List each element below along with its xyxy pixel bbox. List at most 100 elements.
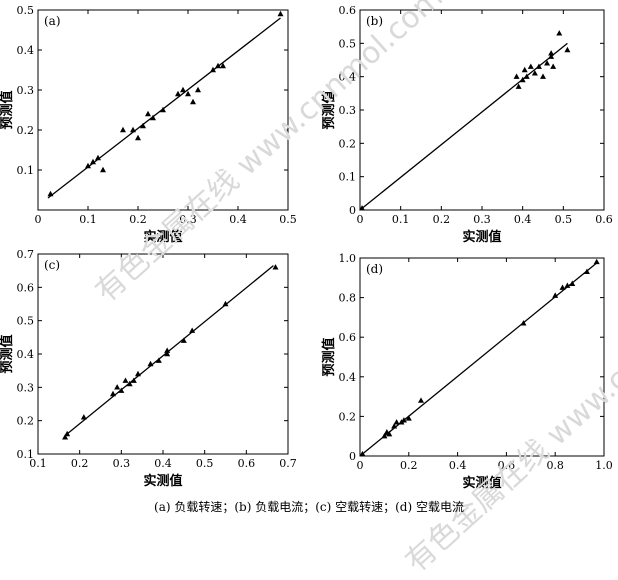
panel-2-data-point bbox=[523, 73, 530, 79]
panel-1-data-point bbox=[175, 90, 181, 97]
panel-3-data-point bbox=[164, 347, 171, 353]
panel-2-y-tick-label: 0 bbox=[349, 204, 356, 217]
panel-4-data-point bbox=[381, 433, 388, 439]
panel-2-x-tick-label: 0.6 bbox=[595, 213, 613, 226]
panel-3-data-point bbox=[155, 357, 162, 363]
panel-3-data-point bbox=[130, 377, 137, 383]
panel-4-data-point bbox=[593, 258, 600, 265]
panel-2-panel-label: (b) bbox=[366, 14, 383, 28]
panel-3-y-tick-label: 0.3 bbox=[17, 381, 35, 394]
panel-2-x-axis-label: 实测值 bbox=[462, 229, 501, 245]
panel-4-data-point bbox=[569, 280, 576, 286]
panel-1-x-tick-label: 0.3 bbox=[179, 213, 197, 226]
panel-4-y-tick-label: 0 bbox=[349, 450, 356, 463]
panel-1-data-point bbox=[120, 126, 126, 133]
panel-3-data-point bbox=[222, 300, 229, 307]
panel-2-x-tick-label: 0.2 bbox=[433, 213, 451, 226]
panel-3-x-tick-label: 0.4 bbox=[154, 457, 172, 470]
panel-3-data-point bbox=[80, 414, 87, 420]
panel-2-y-tick-label: 0.5 bbox=[339, 37, 357, 50]
panel-1-data-point bbox=[135, 134, 141, 141]
panel-3-panel-label: (c) bbox=[44, 258, 60, 272]
panel-2-data-point bbox=[513, 73, 520, 79]
panel-3-y-tick-label: 0.2 bbox=[17, 415, 35, 428]
panel-1-fit-line bbox=[47, 17, 281, 199]
panel-3-data-point bbox=[164, 350, 171, 357]
panel-3-data-point bbox=[64, 430, 71, 437]
panel-1-y-tick-label: 0.2 bbox=[17, 124, 35, 137]
panel-2-data-point bbox=[535, 63, 542, 69]
panel-4-y-tick-label: 0.6 bbox=[339, 331, 357, 344]
panel-1-y-tick-label: 0.5 bbox=[17, 4, 35, 17]
panel-2-data-point bbox=[544, 60, 551, 66]
panel-2-x-tick-label: 0.1 bbox=[392, 213, 410, 226]
panel-1-data-point bbox=[277, 10, 284, 17]
panel-1-data-point bbox=[185, 90, 191, 97]
panel-3-x-tick-label: 0.3 bbox=[113, 457, 131, 470]
figure-canvas: 0 0.1 0.2 0.3 0.4 0.50.10.20.30.40.5(a)实测值预测值… bbox=[0, 4, 613, 491]
panel-3-y-tick-label: 0.6 bbox=[17, 281, 35, 294]
panel-3-data-point bbox=[114, 384, 121, 390]
panel-3-data-point bbox=[110, 390, 116, 397]
panel-4-y-tick-label: 0.4 bbox=[339, 371, 357, 384]
panel-2-x-tick-label: 0.4 bbox=[514, 213, 532, 226]
panel-1-frame bbox=[37, 9, 289, 211]
panel-3-data-point bbox=[180, 337, 187, 343]
panel-4-data-point bbox=[559, 284, 566, 290]
panel-1-x-tick-label: 0.5 bbox=[279, 213, 297, 226]
panel-4-panel-label: (d) bbox=[366, 262, 383, 276]
panel-1-data-point bbox=[150, 114, 156, 121]
panel-1-x-tick-label: 0.2 bbox=[129, 213, 147, 226]
panel-3-data-point bbox=[126, 380, 133, 387]
panel-2-data-point bbox=[548, 53, 555, 59]
panel-4-y-tick-label: 1.0 bbox=[339, 252, 357, 265]
panel-2-y-tick-label: 0.6 bbox=[339, 4, 357, 17]
panel-3-y-tick-label: 0.7 bbox=[17, 248, 35, 261]
panel-1-data-point bbox=[210, 66, 216, 73]
panel-1-data-point bbox=[220, 62, 226, 69]
panel-1-data-point bbox=[85, 162, 91, 169]
panel-3-y-tick-label: 0.4 bbox=[17, 348, 35, 361]
panel-4-data-point bbox=[391, 423, 398, 429]
panel-3-x-tick-label: 0.7 bbox=[279, 457, 297, 470]
panel-3-data-point bbox=[62, 434, 69, 440]
panel-1-panel-label: (a) bbox=[44, 14, 61, 28]
panel-1-x-tick-label: 0 bbox=[35, 213, 42, 226]
panel-4-data-point bbox=[400, 417, 407, 423]
panel-1-y-tick-label: 0.3 bbox=[17, 84, 35, 97]
panel-4-data-point bbox=[359, 450, 366, 457]
panel-3-data-point bbox=[122, 377, 129, 383]
panel-3-x-tick-label: 0.1 bbox=[29, 457, 47, 470]
panel-2-data-point bbox=[521, 66, 528, 73]
panel-4-x-tick-label: 1.0 bbox=[595, 459, 613, 472]
panel-1-x-axis-label: 实测值 bbox=[143, 229, 182, 245]
panel-2-y-tick-label: 0.3 bbox=[339, 104, 357, 117]
panel-2-data-point bbox=[540, 73, 546, 79]
figure-caption: (a) 负载转速；(b) 负载电流；(c) 空载转速；(d) 空载电流 bbox=[154, 500, 464, 514]
panel-1-y-tick-label: 0.4 bbox=[17, 44, 35, 57]
panel-2-x-tick-label: 0.5 bbox=[555, 213, 573, 226]
panel-1-data-point bbox=[100, 166, 106, 173]
panel-3-data-point bbox=[272, 264, 279, 270]
panel-4-x-tick-label: 0.8 bbox=[546, 459, 564, 472]
panel-1-data-point bbox=[215, 62, 221, 69]
panel-3-y-axis-label: 预测值 bbox=[0, 334, 15, 373]
panel-4-data-point bbox=[520, 320, 527, 326]
panel-2-data-point bbox=[515, 83, 522, 89]
panel-2-data-point bbox=[548, 50, 555, 56]
panel-2-fit-line bbox=[359, 42, 568, 211]
panel-1-data-point bbox=[145, 110, 151, 117]
panel-3-x-tick-label: 0.5 bbox=[196, 457, 214, 470]
panel-3-data-point bbox=[189, 327, 196, 333]
panel-1-data-point bbox=[90, 158, 96, 165]
panel-3-x-axis-label: 实测值 bbox=[143, 473, 182, 489]
panel-2-y-tick-label: 0.1 bbox=[339, 171, 357, 184]
panel-4-data-point bbox=[583, 268, 590, 275]
panel-2-data-point bbox=[359, 205, 366, 211]
panel-3-fit-line bbox=[64, 265, 274, 437]
panel-2-data-point bbox=[519, 76, 526, 83]
panel-2-data-point bbox=[564, 46, 571, 53]
panel-2-y-axis-label: 预测值 bbox=[321, 90, 337, 129]
panel-1-data-point bbox=[130, 126, 136, 133]
panel-3-y-tick-label: 0.1 bbox=[17, 448, 35, 461]
